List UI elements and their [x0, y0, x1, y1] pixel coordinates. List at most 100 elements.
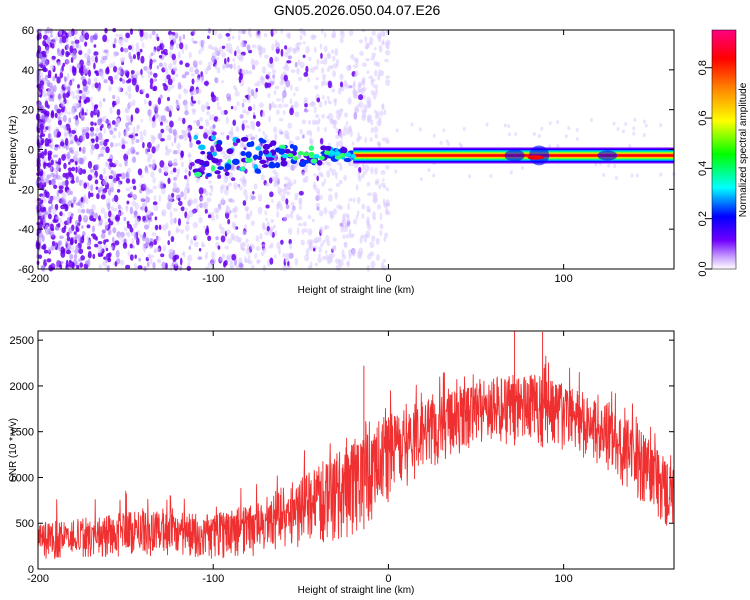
heatmap-dot: [152, 59, 157, 63]
heatmap-dot: [225, 229, 231, 235]
heatmap-dot: [303, 72, 309, 78]
heatmap-dot: [181, 74, 187, 79]
heatmap-dot: [177, 51, 181, 60]
heatmap-dot: [143, 201, 148, 207]
heatmap-dot: [174, 254, 180, 260]
heatmap-dot: [60, 124, 65, 129]
heatmap-dot: [246, 213, 251, 221]
heatmap-dot: [314, 120, 320, 125]
spectrogram-xlabel: Height of straight line (km): [298, 285, 415, 296]
heatmap-dot: [105, 239, 109, 243]
heatmap-dot: [302, 177, 306, 184]
heatmap-dot: [283, 216, 288, 223]
heatmap-dot: [251, 264, 255, 269]
heatmap-dot: [332, 55, 336, 62]
heatmap-dot: [233, 259, 238, 266]
heatmap-dot: [158, 54, 163, 59]
heatmap-dot: [295, 136, 301, 141]
heatmap-dot: [537, 133, 541, 138]
heatmap-dot: [71, 262, 75, 269]
heatmap-dot: [88, 191, 91, 199]
heatmap-dot: [158, 194, 162, 203]
heatmap-dot: [307, 119, 311, 125]
heatmap-dot: [245, 110, 250, 116]
heatmap-dot: [72, 196, 77, 203]
heatmap-dot: [54, 104, 59, 111]
heatmap-dot: [276, 98, 281, 102]
heatmap-dot: [148, 54, 152, 60]
heatmap-dot: [290, 84, 293, 91]
heatmap-dot: [306, 130, 311, 136]
heatmap-dot: [485, 122, 489, 127]
heatmap-dot: [384, 207, 389, 215]
heatmap-dot: [289, 98, 293, 105]
heatmap-dot: [54, 73, 58, 79]
heatmap-dot: [156, 258, 160, 263]
heatmap-dot: [123, 226, 128, 232]
heatmap-dot: [206, 225, 209, 233]
heatmap-dot: [253, 183, 258, 190]
heatmap-blob: [326, 146, 331, 152]
spectrogram-frame: [37, 29, 675, 270]
heatmap-dot: [264, 54, 269, 59]
heatmap-dot: [216, 118, 221, 122]
heatmap-dot: [309, 137, 313, 145]
heatmap-dot: [347, 202, 350, 211]
heatmap-dot: [385, 49, 391, 56]
heatmap-dot: [140, 119, 144, 123]
heatmap-dot: [128, 121, 133, 126]
heatmap-dot: [60, 107, 65, 113]
heatmap-dot: [148, 245, 154, 249]
heatmap-dot: [149, 58, 153, 66]
heatmap-dot: [112, 94, 116, 100]
heatmap-dot: [163, 164, 166, 171]
heatmap-dot: [179, 35, 182, 43]
heatmap-dot: [351, 249, 356, 257]
heatmap-dot: [60, 204, 66, 210]
heatmap-dot: [339, 163, 343, 171]
heatmap-dot: [369, 241, 375, 249]
heatmap-dot: [128, 101, 133, 108]
heatmap-blob: [212, 152, 217, 157]
heatmap-dot: [373, 69, 378, 77]
heatmap-dot: [186, 180, 190, 187]
heatmap-dot: [335, 258, 339, 265]
heatmap-dot: [139, 131, 143, 136]
heatmap-dot: [151, 30, 156, 36]
heatmap-dot: [331, 168, 336, 176]
heatmap-dot: [250, 136, 256, 141]
heatmap-dot: [91, 54, 97, 63]
heatmap-dot: [145, 195, 149, 202]
heatmap-dot: [335, 141, 339, 149]
heatmap-dot: [183, 187, 188, 195]
heatmap-dot: [305, 45, 310, 54]
heatmap-dot: [152, 177, 157, 184]
heatmap-dot: [61, 35, 67, 44]
heatmap-dot: [327, 162, 332, 167]
heatmap-dot: [230, 199, 236, 204]
heatmap-dot: [316, 205, 320, 211]
heatmap-dot: [308, 243, 312, 250]
heatmap-dot: [217, 174, 222, 180]
heatmap-dot: [364, 107, 368, 113]
heatmap-dot: [354, 70, 359, 76]
heatmap-dot: [210, 93, 215, 98]
heatmap-dot: [245, 206, 249, 213]
heatmap-dot: [74, 120, 79, 128]
heatmap-dot: [294, 196, 298, 201]
heatmap-dot: [111, 197, 115, 202]
heatmap-dot: [201, 241, 204, 247]
heatmap-dot: [109, 142, 114, 148]
heatmap-dot: [107, 257, 112, 263]
heatmap-dot: [462, 126, 466, 131]
heatmap-dot: [111, 236, 115, 243]
heatmap-dot: [123, 130, 129, 138]
heatmap-dot: [285, 214, 291, 219]
heatmap-dot: [333, 245, 337, 250]
heatmap-dot: [91, 102, 94, 107]
heatmap-dot: [287, 227, 293, 235]
heatmap-dot: [191, 108, 197, 113]
heatmap-dot: [321, 28, 324, 35]
heatmap-dot: [127, 250, 131, 257]
heatmap-dot: [47, 150, 53, 156]
